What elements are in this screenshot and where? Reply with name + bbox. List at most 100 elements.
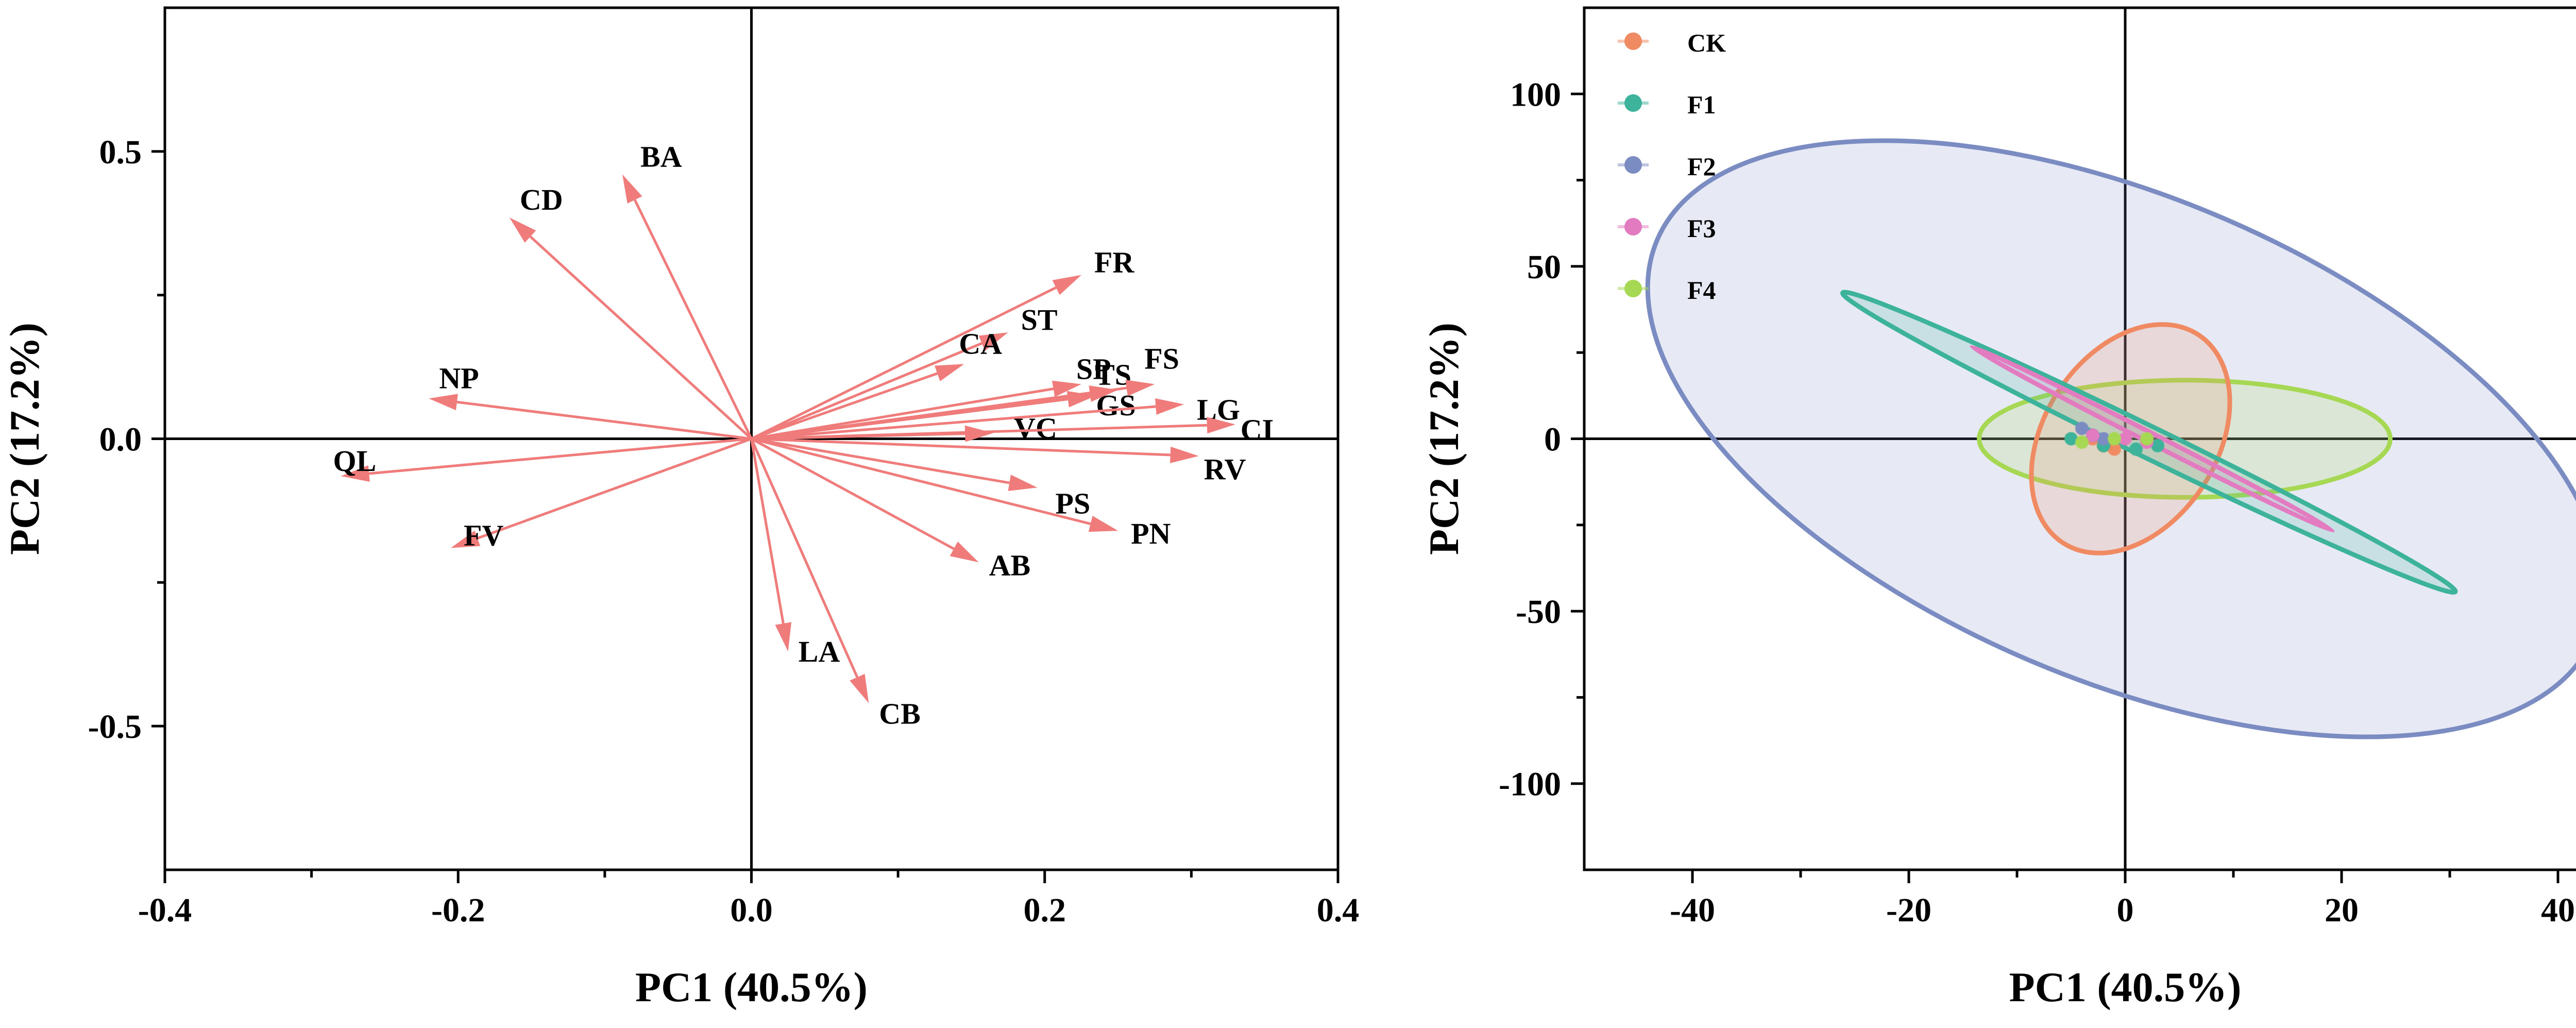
y-tick-label: 100 xyxy=(1510,76,1561,113)
score-point xyxy=(2140,432,2154,446)
legend-swatch-marker xyxy=(1624,94,1642,112)
loading-arrow-head xyxy=(775,622,792,652)
loading-arrow-head xyxy=(451,530,481,548)
loading-arrow-shaft xyxy=(751,424,1207,440)
loading-vector: NP xyxy=(429,361,752,440)
legend-swatch-marker xyxy=(1624,218,1642,235)
loading-label: PN xyxy=(1131,517,1171,550)
loading-arrow-shaft xyxy=(529,235,753,440)
loading-label: BA xyxy=(640,140,682,173)
x-tick-label: 0 xyxy=(2117,891,2134,929)
loading-arrow-shaft xyxy=(751,437,1010,484)
loading-vector: CD xyxy=(509,183,753,440)
legend-label: F1 xyxy=(1687,90,1716,119)
legend-label: F3 xyxy=(1687,214,1716,243)
loading-vector: CB xyxy=(750,438,921,731)
loading-vector: SP xyxy=(751,352,1111,440)
y-tick-label: 0 xyxy=(1544,421,1561,459)
loading-arrow-shaft xyxy=(751,437,955,550)
loading-vector: FV xyxy=(451,437,752,552)
loading-vector: FR xyxy=(751,246,1134,440)
loading-label: AB xyxy=(989,548,1031,582)
legend-label: F4 xyxy=(1687,276,1716,305)
loading-label: CB xyxy=(879,697,921,731)
loading-label: CI xyxy=(1241,413,1274,447)
loading-arrow-shaft xyxy=(751,342,982,440)
score-point xyxy=(2075,435,2089,449)
loading-arrow-shaft xyxy=(750,438,859,678)
loading-label: PS xyxy=(1056,486,1091,520)
loading-arrow-shaft xyxy=(751,405,1156,440)
y-tick-label: 0.5 xyxy=(99,133,142,171)
legend-label: F2 xyxy=(1687,152,1716,181)
x-tick-label: 0.2 xyxy=(1024,891,1066,929)
loading-arrow-shaft xyxy=(369,437,752,475)
loading-arrow-head xyxy=(1052,275,1081,295)
loadings-biplot: -0.4 -0.2 0.0 0.2 0.4 -0.5 0.0 0.5 PC1 (40.5%) PC… xyxy=(1,6,1359,1010)
x-tick-label: -20 xyxy=(1886,891,1931,929)
x-tick-label: -0.4 xyxy=(138,891,192,929)
loading-label: FR xyxy=(1094,246,1134,279)
x-axis-title: PC1 (40.5%) xyxy=(635,964,868,1010)
loading-arrow-head xyxy=(1088,516,1118,532)
score-point xyxy=(2075,421,2089,435)
y-tick-label: -100 xyxy=(1499,766,1561,803)
y-tick-label: 0.0 xyxy=(99,421,142,459)
loading-vector: QL xyxy=(333,437,752,482)
loading-label: QL xyxy=(333,444,377,478)
y-axis-title: PC2 (17.2%) xyxy=(1420,323,1467,555)
loading-label: FS xyxy=(1144,342,1179,376)
loading-arrow-shaft xyxy=(751,286,1057,440)
loading-arrow-head xyxy=(950,541,979,563)
loading-vector: PS xyxy=(751,437,1091,520)
legend-swatch-marker xyxy=(1624,280,1642,297)
loading-arrow-head xyxy=(622,174,642,204)
loading-arrow-head xyxy=(935,364,964,381)
loading-arrow-shaft xyxy=(750,439,785,624)
loading-arrow-shaft xyxy=(751,387,1054,440)
y-tick-label: 50 xyxy=(1527,248,1561,286)
loading-vector: PN xyxy=(751,437,1171,550)
scores-plot: -40 -20 0 20 40 -100 -50 0 50 100 PC1 (40.5%) PC2 (… xyxy=(1420,6,2576,1010)
loading-label: LA xyxy=(799,635,840,668)
legend-item: F3 xyxy=(1618,214,1716,243)
loading-vector: BA xyxy=(622,140,753,440)
loading-label: TS xyxy=(1095,358,1131,392)
loading-arrow-head xyxy=(509,217,536,243)
loading-label: ST xyxy=(1021,303,1058,336)
y-tick-label: -0.5 xyxy=(88,708,142,746)
loading-label: VC xyxy=(1014,411,1057,445)
y-axis-title: PC2 (17.2%) xyxy=(1,323,48,555)
x-axis-title: PC1 (40.5%) xyxy=(2009,964,2242,1010)
loading-label: FV xyxy=(464,518,503,552)
score-point xyxy=(2129,442,2143,457)
loading-vector: ST xyxy=(751,303,1058,440)
legend: CK F1 F2 F3 F4 xyxy=(1618,28,1726,305)
y-tick-label: -50 xyxy=(1516,593,1561,631)
x-tick-label: -0.2 xyxy=(431,891,485,929)
loading-label: NP xyxy=(439,361,479,395)
loading-arrow-shaft xyxy=(751,386,1127,440)
legend-item: F2 xyxy=(1618,152,1716,181)
loading-arrow-shaft xyxy=(751,437,1091,525)
loading-arrow-shaft xyxy=(751,372,938,440)
loading-vector: RV xyxy=(751,437,1246,486)
legend-swatch-marker xyxy=(1624,32,1642,50)
loading-arrow-head xyxy=(1008,475,1038,491)
loading-label: SP xyxy=(1076,352,1111,386)
legend-item: F4 xyxy=(1618,276,1716,305)
loading-arrow-head xyxy=(1052,380,1081,397)
legend-label: CK xyxy=(1687,28,1726,57)
x-tick-label: 40 xyxy=(2541,891,2575,929)
loading-label: CD xyxy=(520,183,563,216)
loading-vector: AB xyxy=(751,437,1031,582)
loading-arrow-head xyxy=(1170,446,1199,463)
loading-label: CA xyxy=(959,327,1002,361)
loading-arrow-head xyxy=(429,394,458,411)
score-point xyxy=(2086,428,2100,443)
loading-arrow-head xyxy=(341,465,370,482)
legend-item: CK xyxy=(1618,28,1726,57)
loading-arrow-shaft xyxy=(633,199,753,440)
x-tick-label: 0.0 xyxy=(730,891,773,929)
loading-arrow-head xyxy=(978,332,1008,351)
